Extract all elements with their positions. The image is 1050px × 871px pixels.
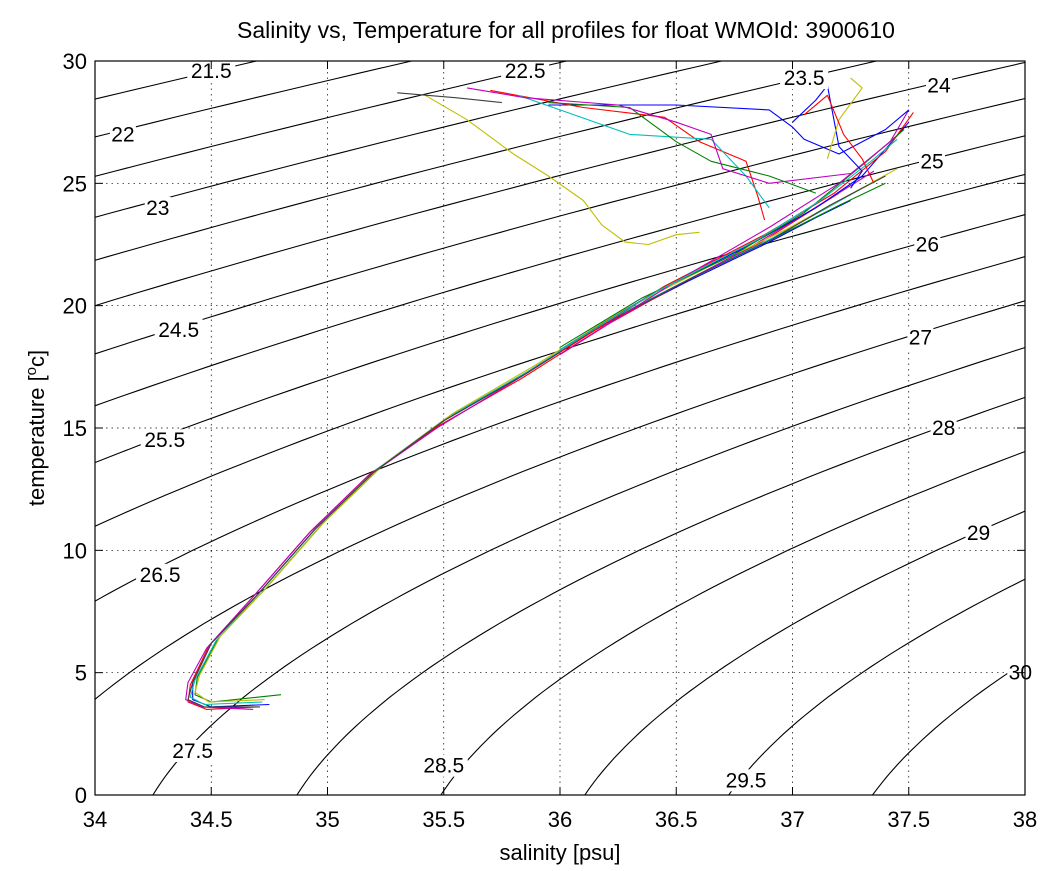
contour-label-bg [914, 233, 941, 256]
profile-line [803, 94, 875, 184]
contour-label: 28 [932, 417, 955, 440]
contour-label-bg [925, 74, 952, 97]
profile-line [189, 187, 863, 706]
profile-line [185, 170, 875, 710]
x-tick-label: 37.5 [887, 807, 930, 832]
contour-label-bg [930, 417, 957, 439]
profile-line [490, 89, 766, 221]
density-contour [440, 450, 1025, 795]
profile-line [548, 104, 910, 155]
profile-line [187, 175, 886, 708]
profile-line [559, 109, 910, 356]
x-tick-label: 38 [1013, 807, 1037, 832]
contour-label: 22 [111, 123, 134, 146]
x-axis-ticks: 34 34.5 35 35.5 36 36.5 37 37.5 38 [83, 61, 1037, 832]
density-contour [95, 61, 879, 261]
contour-label: 23 [146, 197, 169, 220]
contour-label-bg [187, 59, 236, 82]
x-tick-label: 35 [315, 807, 339, 832]
profile-series [185, 77, 914, 710]
profile-line [194, 182, 886, 703]
density-contour [728, 578, 1025, 795]
density-contour-labels: 21.5 22 22.5 23 23.5 24 24.5 25 25.5 26 26.5 27 27.5… [109, 59, 1034, 792]
profile-line [194, 168, 898, 703]
contour-label: 26.5 [140, 564, 181, 587]
contour-label-bg [109, 123, 136, 146]
contour-label: 24 [927, 74, 951, 97]
contour-label-bg [136, 563, 185, 586]
y-tick-label: 10 [63, 538, 87, 563]
contour-label: 21.5 [191, 60, 232, 83]
x-tick-label: 36.5 [655, 807, 698, 832]
y-axis-ticks: 0 5 10 15 20 25 30 [63, 49, 1025, 808]
density-contour [95, 61, 570, 177]
contour-label: 27 [909, 326, 932, 349]
contour-label-bg [907, 326, 934, 349]
contour-label: 23.5 [784, 67, 825, 90]
contour-label-bg [780, 67, 829, 90]
contour-label-bg [168, 739, 217, 762]
profile-line [397, 92, 502, 104]
contour-label-bg [965, 522, 992, 545]
x-axis-label: salinity [psu] [499, 840, 620, 865]
contour-label: 29 [967, 522, 990, 545]
density-contour [95, 256, 1025, 602]
profile-line [792, 84, 863, 189]
x-tick-label: 35.5 [422, 807, 465, 832]
profile-line [826, 77, 863, 160]
contour-label: 26 [916, 234, 939, 257]
contour-label-bg [722, 769, 770, 792]
x-tick-label: 36 [548, 807, 572, 832]
density-contour [871, 661, 1025, 795]
x-tick-label: 34 [83, 807, 107, 832]
profile-line [559, 138, 898, 351]
profile-line [424, 94, 700, 246]
y-axis-label: temperature [oc] [23, 350, 49, 506]
y-tick-label: 5 [75, 661, 87, 686]
grid [95, 61, 1025, 795]
contour-label: 29.5 [726, 769, 767, 792]
density-contour [95, 97, 1025, 355]
contour-label: 25 [920, 150, 943, 173]
contour-label-bg [140, 429, 189, 452]
profile-line [548, 102, 816, 194]
density-contour [95, 300, 1025, 701]
contour-label: 28.5 [423, 755, 464, 778]
y-tick-label: 0 [75, 783, 87, 808]
contour-label-bg [919, 150, 945, 173]
profile-line [192, 200, 851, 708]
x-tick-label: 37 [780, 807, 804, 832]
x-tick-label: 34.5 [190, 807, 233, 832]
density-contour [152, 346, 1025, 795]
y-tick-label: 30 [63, 49, 87, 74]
density-contour [95, 135, 1025, 407]
y-tick-label: 15 [63, 416, 87, 441]
contour-label-bg [144, 196, 171, 219]
contour-label: 22.5 [505, 60, 546, 83]
profile-line [466, 87, 851, 184]
chart-title: Salinity vs, Temperature for all profile… [237, 17, 895, 43]
density-contour [584, 510, 1025, 795]
y-tick-label: 20 [63, 294, 87, 319]
contour-label-bg [419, 754, 468, 777]
density-contour [95, 61, 725, 218]
density-contour [95, 61, 1025, 307]
y-tick-label: 25 [63, 171, 87, 196]
contour-label: 24.5 [158, 319, 199, 342]
density-contour [95, 214, 1025, 527]
contour-label-bg [501, 59, 550, 82]
contour-label: 27.5 [172, 740, 213, 763]
profile-line [187, 192, 840, 710]
density-contour [95, 173, 1025, 464]
contour-label-bg [154, 319, 203, 342]
contour-label: 25.5 [144, 429, 185, 452]
